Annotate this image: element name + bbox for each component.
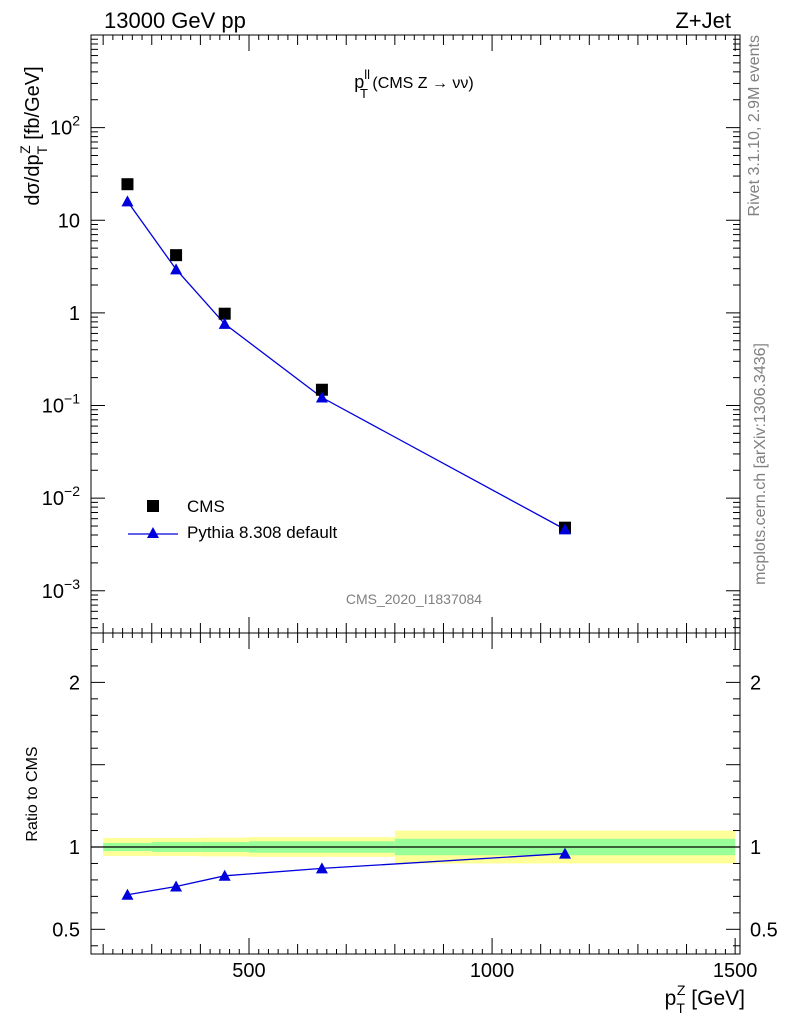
ratio-pythia-point xyxy=(121,888,134,900)
legend-pythia-label: Pythia 8.308 default xyxy=(187,523,338,542)
y-tick-label: 10 xyxy=(58,210,80,232)
ratio-y-tick-label-left: 2 xyxy=(69,672,80,694)
title-sub: T xyxy=(360,86,368,101)
x-axis-label: pTZ [GeV] xyxy=(665,982,745,1016)
legend-pythia-marker xyxy=(147,527,159,538)
legend-cms-label: CMS xyxy=(187,497,225,516)
xlabel-base: p xyxy=(665,987,677,1010)
y-tick-label: 102 xyxy=(50,113,80,140)
ylabel-sub: T xyxy=(34,145,50,154)
rivet-version-label: Rivet 3.1.10, 2.9M events xyxy=(746,35,763,216)
main-series-layer xyxy=(121,178,571,535)
ratio-panel: 0.5 0.5 1 1 2 2 Ratio to CMS 500 1000 1500 pTZ … xyxy=(24,632,778,1016)
process-label: Z+Jet xyxy=(675,8,731,33)
cms-data-point xyxy=(218,307,231,320)
xlabel-sub: T xyxy=(676,1000,685,1016)
pythia-point xyxy=(121,195,134,207)
y-tick-label: 10−3 xyxy=(42,576,80,603)
main-panel: 10−3 10−2 10−1 1 10 102 pll T (CMS Z → νν) dσ/… xyxy=(17,34,741,634)
y-tick-label: 1 xyxy=(69,303,80,325)
pythia-point xyxy=(558,523,571,535)
ratio-axis-ticks xyxy=(91,632,740,954)
title-rest: (CMS Z → νν) xyxy=(368,75,474,92)
ratio-y-tick-label-left: 1 xyxy=(69,837,80,859)
title-sup: ll xyxy=(364,67,370,82)
ratio-y-tick-label-right: 1 xyxy=(750,837,761,859)
title-base: p xyxy=(354,72,364,92)
xlabel-post: [GeV] xyxy=(685,987,745,1010)
cms-data-point xyxy=(170,249,183,262)
pythia-line xyxy=(126,200,566,530)
ylabel-post: [fb/GeV] xyxy=(22,66,44,145)
ratio-pythia-point xyxy=(170,880,183,892)
ratio-y-tick-label-left: 0.5 xyxy=(52,919,80,941)
ylabel-pre: dσ/dp xyxy=(22,154,44,205)
legend: CMS Pythia 8.308 default xyxy=(128,497,338,542)
ratio-y-tick-label-right: 0.5 xyxy=(750,919,778,941)
x-tick-label: 1000 xyxy=(470,960,515,982)
x-tick-label: 500 xyxy=(232,960,265,982)
main-y-tick-labels: 10−3 10−2 10−1 1 10 102 xyxy=(42,113,80,603)
ratio-series-layer xyxy=(121,847,571,900)
main-title: pll T (CMS Z → νν) xyxy=(354,67,474,101)
ylabel-sup: Z xyxy=(17,145,33,154)
cms-data-point xyxy=(315,383,328,396)
ratio-y-tick-label-right: 2 xyxy=(750,672,761,694)
main-y-axis-label: dσ/dpTZ [fb/GeV] xyxy=(17,66,50,205)
xlabel-sup: Z xyxy=(677,982,686,998)
x-tick-labels: 500 1000 1500 xyxy=(232,960,757,982)
ratio-pythia-point xyxy=(218,869,231,881)
cms-data-point xyxy=(121,178,134,191)
x-tick-label: 1500 xyxy=(713,960,758,982)
legend-cms-marker xyxy=(147,500,159,512)
pythia-point xyxy=(218,317,231,329)
ratio-y-axis-label: Ratio to CMS xyxy=(24,746,41,841)
ratio-uncertainty-bands xyxy=(91,830,740,864)
pythia-point xyxy=(315,391,328,403)
main-axis-ticks xyxy=(91,35,740,633)
analysis-watermark: CMS_2020_I1837084 xyxy=(346,591,482,607)
ratio-pythia-point xyxy=(558,847,571,859)
pythia-point xyxy=(170,263,183,275)
energy-label: 13000 GeV pp xyxy=(104,8,246,33)
mcplots-label: mcplots.cern.ch [arXiv:1306.3436] xyxy=(752,343,769,585)
ratio-y-tick-labels: 0.5 0.5 1 1 2 2 xyxy=(52,672,778,941)
ratio-pythia-point xyxy=(315,862,328,874)
ratio-frame xyxy=(90,632,741,955)
y-tick-label: 10−1 xyxy=(42,391,80,418)
main-frame xyxy=(90,34,741,634)
y-tick-label: 10−2 xyxy=(42,483,80,510)
